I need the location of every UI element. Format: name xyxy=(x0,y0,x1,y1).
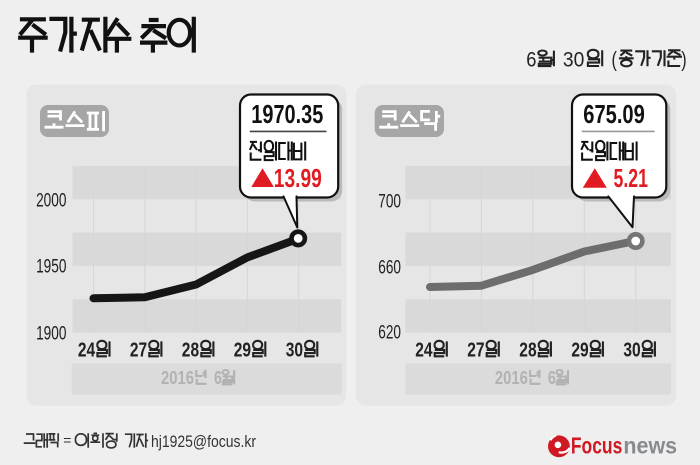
svg-text:30: 30 xyxy=(286,339,303,361)
svg-text:(: ( xyxy=(612,48,617,71)
svg-text:6: 6 xyxy=(214,367,222,388)
svg-text:6: 6 xyxy=(548,367,556,388)
svg-text:700: 700 xyxy=(378,191,401,213)
svg-text:29: 29 xyxy=(234,339,251,361)
svg-text:620: 620 xyxy=(378,322,401,344)
svg-text:5.21: 5.21 xyxy=(614,163,649,193)
svg-text:24: 24 xyxy=(78,339,96,361)
svg-text:Focus: Focus xyxy=(571,432,622,458)
svg-text:28: 28 xyxy=(182,339,199,361)
svg-text:13.99: 13.99 xyxy=(274,163,322,193)
svg-text:1900: 1900 xyxy=(36,322,66,344)
svg-text:27: 27 xyxy=(467,339,484,361)
svg-text:hj1925@focus.kr: hj1925@focus.kr xyxy=(151,433,256,451)
svg-text:news: news xyxy=(623,432,677,458)
svg-text:6: 6 xyxy=(526,48,536,71)
svg-text:=: = xyxy=(63,432,71,448)
svg-text:1970.35: 1970.35 xyxy=(251,99,323,129)
svg-text:2016: 2016 xyxy=(495,367,528,388)
svg-text:1950: 1950 xyxy=(36,256,66,278)
svg-text:30: 30 xyxy=(563,48,584,71)
svg-text:660: 660 xyxy=(378,257,401,279)
svg-text:29: 29 xyxy=(571,339,588,361)
svg-text:24: 24 xyxy=(415,339,433,361)
svg-text:675.09: 675.09 xyxy=(583,99,645,129)
svg-text:2000: 2000 xyxy=(36,189,66,211)
svg-text:28: 28 xyxy=(519,339,536,361)
svg-text:27: 27 xyxy=(130,339,147,361)
svg-text:2016: 2016 xyxy=(161,367,194,388)
svg-text:): ) xyxy=(681,48,686,71)
svg-text:30: 30 xyxy=(623,339,640,361)
